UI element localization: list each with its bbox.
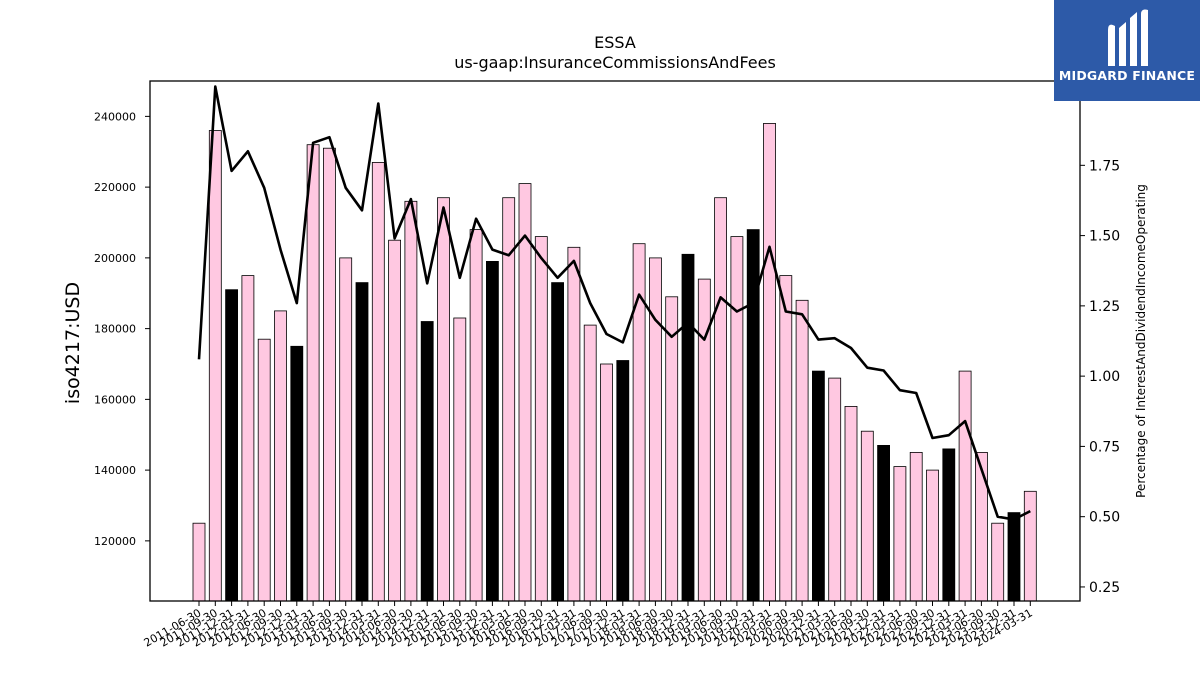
bar xyxy=(991,522,1005,602)
bar xyxy=(1007,512,1021,602)
bar xyxy=(763,123,776,602)
bar xyxy=(534,236,548,602)
bar xyxy=(600,363,613,602)
chart-subtitle: us-gaap:InsuranceCommissionsAndFees xyxy=(454,53,776,72)
bar xyxy=(649,257,662,602)
bar xyxy=(274,310,287,602)
bar xyxy=(812,370,825,602)
y2-tick-label: 1.75 xyxy=(1089,158,1120,174)
bar xyxy=(225,289,239,602)
bar xyxy=(926,469,939,602)
y2-tick-label: 1.50 xyxy=(1089,229,1120,245)
bar xyxy=(469,229,483,602)
bar xyxy=(241,275,255,602)
y2-tick-label: 0.25 xyxy=(1089,580,1120,596)
bar xyxy=(909,451,923,602)
bar-series xyxy=(192,123,1037,602)
chart-title: ESSA xyxy=(594,33,636,52)
bar xyxy=(616,360,630,602)
bar xyxy=(975,451,988,602)
y2-tick-label: 0.75 xyxy=(1089,439,1120,455)
bar xyxy=(485,260,499,602)
bar xyxy=(257,338,271,602)
bar xyxy=(893,466,907,602)
brand-name: MIDGARD FINANCE xyxy=(1058,68,1196,83)
bar xyxy=(453,317,467,602)
bar xyxy=(844,405,858,602)
bar xyxy=(860,430,874,602)
bar xyxy=(208,130,222,602)
right-axis: 0.250.500.751.001.251.501.752.00 xyxy=(1080,88,1120,596)
bar xyxy=(192,522,206,602)
bar xyxy=(877,444,890,602)
y2-tick-label: 1.25 xyxy=(1089,299,1120,315)
bar xyxy=(322,147,336,602)
bar xyxy=(420,321,434,602)
y2-axis-label: Percentage of InterestAndDividendIncomeO… xyxy=(1134,184,1148,498)
bar xyxy=(388,239,402,602)
bar xyxy=(437,197,450,602)
bar xyxy=(958,370,972,602)
bar xyxy=(665,296,679,602)
y-tick-label: 200000 xyxy=(94,252,136,265)
y-tick-label: 120000 xyxy=(94,535,136,548)
y2-tick-label: 1.00 xyxy=(1089,369,1120,385)
bar xyxy=(518,183,532,602)
bar xyxy=(828,377,842,602)
bar xyxy=(714,197,727,602)
bar xyxy=(942,448,956,602)
bar xyxy=(551,282,564,602)
midgard-logo-icon xyxy=(1108,9,1148,66)
bar xyxy=(795,299,809,602)
bar xyxy=(290,345,304,602)
y-axis-label: iso4217:USD xyxy=(62,282,84,404)
y2-tick-label: 0.50 xyxy=(1089,510,1120,526)
x-axis: 2011-06-302011-09-302011-12-312012-03-31… xyxy=(142,601,1035,650)
left-axis: 120000 140000 160000 180000 200000 220000 2400… xyxy=(94,110,150,548)
bar xyxy=(730,236,744,602)
y-tick-label: 180000 xyxy=(94,323,136,336)
bar xyxy=(404,200,418,602)
plot-frame xyxy=(149,80,1081,602)
brand-badge: MIDGARD FINANCE xyxy=(1054,0,1200,101)
line-series xyxy=(197,85,1031,521)
bar xyxy=(583,324,597,602)
y-tick-label: 140000 xyxy=(94,464,136,477)
bar xyxy=(339,257,353,602)
bar xyxy=(779,275,793,602)
y-tick-label: 220000 xyxy=(94,181,136,194)
bar xyxy=(355,282,369,602)
bar xyxy=(502,197,516,602)
percentage-line xyxy=(197,85,1031,521)
y-tick-label: 240000 xyxy=(94,110,136,123)
bar xyxy=(1023,490,1037,602)
y-tick-label: 160000 xyxy=(94,393,136,406)
bar xyxy=(681,253,695,602)
bar xyxy=(371,161,385,602)
bar xyxy=(567,246,581,602)
bar xyxy=(306,144,320,602)
